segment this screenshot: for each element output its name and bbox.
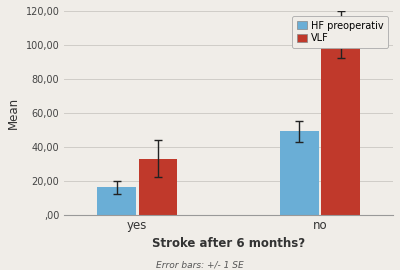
Y-axis label: Mean: Mean [7,97,20,129]
Bar [321,35,360,215]
X-axis label: Stroke after 6 months?: Stroke after 6 months? [152,237,305,249]
Text: Error bars: +/- 1 SE: Error bars: +/- 1 SE [156,260,244,269]
Bar [280,131,319,215]
Legend: HF preoperativ, VLF: HF preoperativ, VLF [292,16,388,48]
Bar [97,187,136,215]
Bar [138,158,178,215]
